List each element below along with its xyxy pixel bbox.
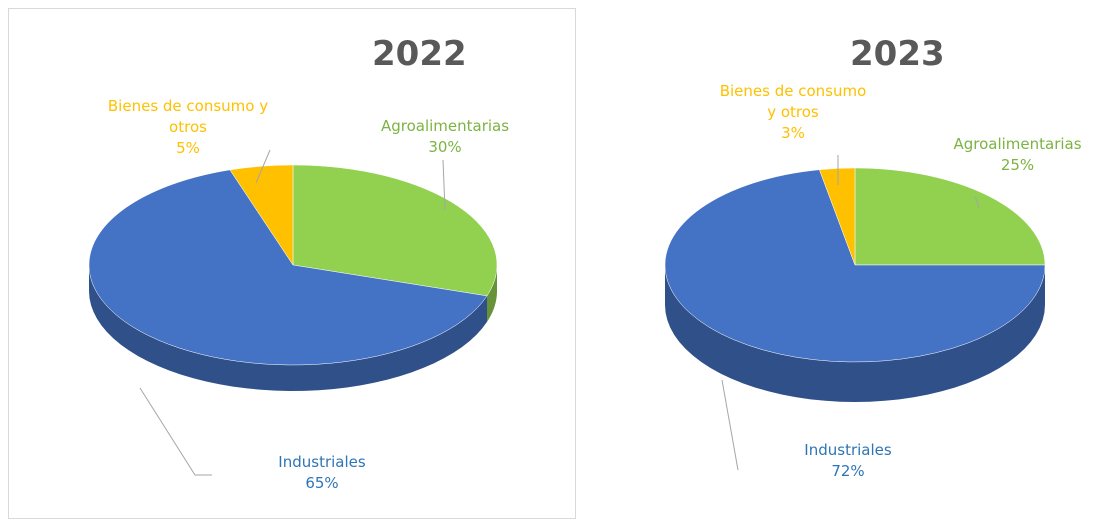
label-value: 5% <box>176 139 200 157</box>
label-name: Industriales <box>804 441 892 459</box>
label-value: 3% <box>781 124 805 142</box>
pie-slice <box>292 164 498 297</box>
chart-title: 2022 <box>372 34 467 74</box>
label-value: 65% <box>305 474 339 492</box>
label-name: Agroalimentarias <box>380 117 510 135</box>
data-label: Industriales 65% <box>232 452 412 494</box>
leader-line <box>442 159 446 211</box>
pie-slice <box>229 164 294 266</box>
label-name: Industriales <box>278 453 366 471</box>
label-value: 30% <box>428 138 462 156</box>
pie-slice <box>88 169 488 366</box>
pie-side <box>487 265 497 322</box>
label-name: Bienes de consumo y otros <box>719 82 867 121</box>
label-name: Agroalimentarias <box>953 135 1082 153</box>
pie-side <box>89 265 488 391</box>
chart-frame <box>8 8 576 519</box>
data-label: Bienes de consumo y otros 5% <box>93 96 283 159</box>
pie-slice <box>819 167 856 266</box>
label-name: Bienes de consumo y otros <box>107 97 269 136</box>
pie-slice <box>664 169 1046 363</box>
leader-line <box>139 387 212 476</box>
label-value: 72% <box>831 462 865 480</box>
pie-side <box>665 265 1045 402</box>
data-label: Bienes de consumo y otros 3% <box>718 81 868 144</box>
chart-title: 2023 <box>850 34 945 74</box>
leader-line <box>255 149 271 184</box>
data-label: Agroalimentarias 30% <box>380 116 510 158</box>
pie-slice <box>854 167 1046 266</box>
leader-line <box>721 379 739 471</box>
data-label: Industriales 72% <box>758 440 938 482</box>
leader-line <box>974 195 980 209</box>
label-value: 25% <box>1000 156 1035 174</box>
data-label: Agroalimentarias 25% <box>925 134 1110 176</box>
